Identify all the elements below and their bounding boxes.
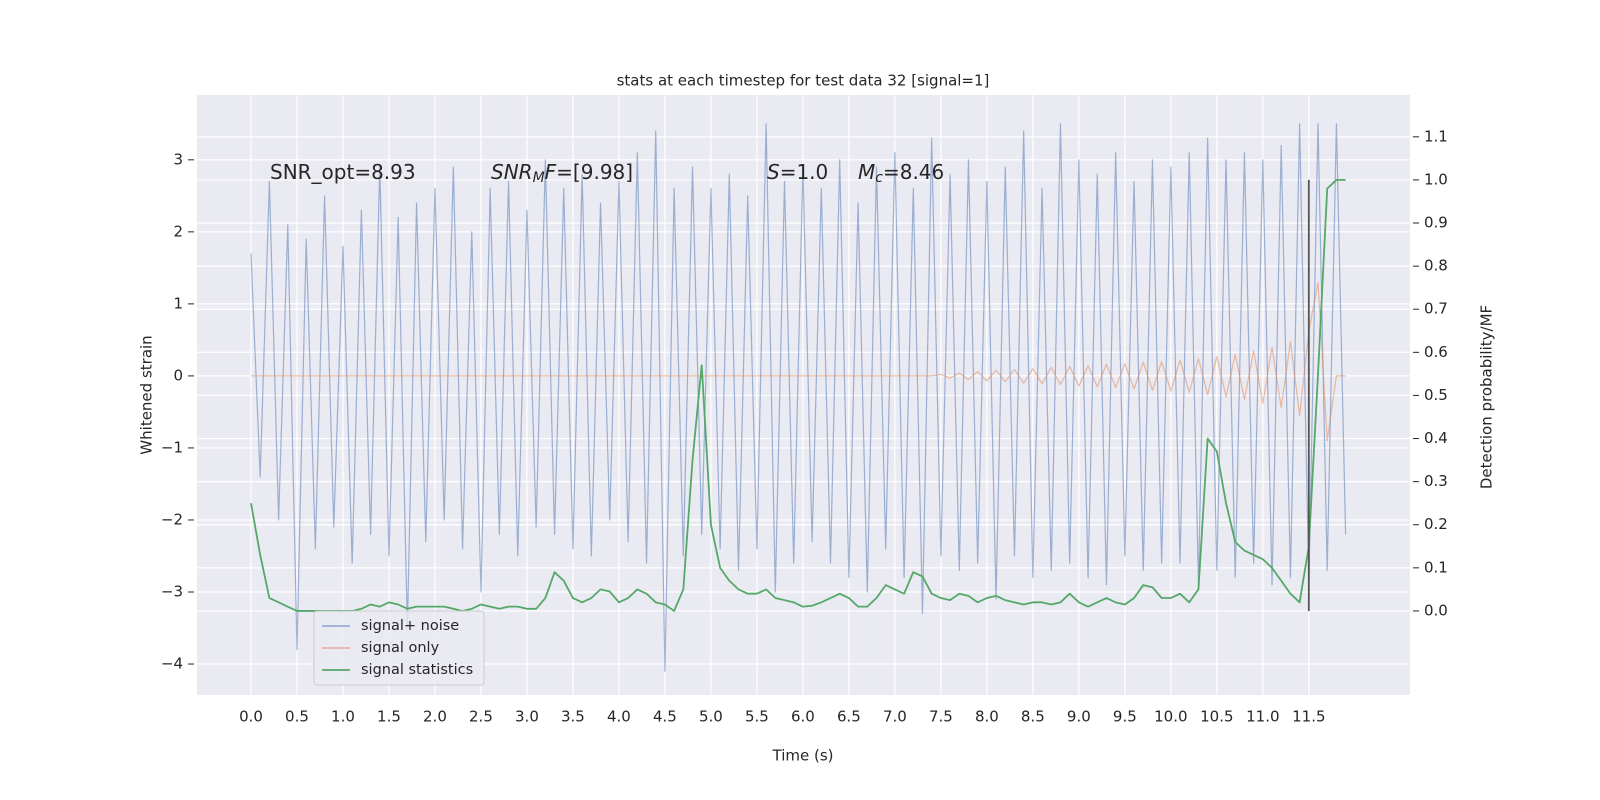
annotation-part: SNR_opt=8.93 — [270, 160, 416, 184]
x-tick-label: 2.5 — [469, 708, 493, 726]
x-tick-label: 5.5 — [745, 708, 769, 726]
y2-tick-label: 0.4 — [1424, 429, 1448, 447]
x-tick-label: 3.0 — [515, 708, 539, 726]
y2-tick-label: 0.1 — [1424, 558, 1448, 576]
x-tick-label: 9.5 — [1113, 708, 1137, 726]
x-tick-label: 4.5 — [653, 708, 677, 726]
annotation-part: c — [875, 170, 883, 186]
y-tick-label: 0 — [173, 366, 183, 384]
legend-label: signal only — [361, 640, 440, 656]
x-tick-label: 7.0 — [883, 708, 907, 726]
x-tick-label: 11.0 — [1246, 708, 1279, 726]
y-tick-label: −2 — [161, 510, 183, 528]
x-tick-label: 6.5 — [837, 708, 861, 726]
x-tick-label: 10.0 — [1154, 708, 1187, 726]
y-axis-label: Whitened strain — [138, 335, 156, 454]
x-tick-label: 3.5 — [561, 708, 585, 726]
y-tick-label: 2 — [173, 222, 183, 240]
x-tick-label: 8.0 — [975, 708, 999, 726]
y-tick-label: −4 — [161, 655, 183, 673]
series-line — [250, 179, 1346, 612]
annotation-part: =8.46 — [883, 160, 944, 184]
annotation-part: =[9.98] — [556, 160, 633, 184]
annotation: S=1.0 — [767, 160, 828, 184]
x-tick-label: 9.0 — [1067, 708, 1091, 726]
x-tick-label: 11.5 — [1292, 708, 1325, 726]
series-line — [250, 123, 1347, 672]
annotation-part: =1.0 — [780, 160, 829, 184]
y2-tick-label: 1.0 — [1424, 170, 1448, 188]
annotation-part: SNR — [491, 160, 533, 184]
x-tick-label: 0.5 — [285, 708, 309, 726]
x-tick-label: 8.5 — [1021, 708, 1045, 726]
legend-box — [313, 610, 485, 686]
y2-tick-label: 0.7 — [1424, 300, 1448, 318]
y2-tick-label: 0.3 — [1424, 472, 1448, 490]
legend-label: signal+ noise — [361, 618, 459, 634]
x-tick-label: 4.0 — [607, 708, 631, 726]
x-tick-label: 1.5 — [377, 708, 401, 726]
annotation: Mc=8.46 — [858, 160, 944, 187]
annotation-part: M — [533, 170, 545, 186]
series-line — [250, 281, 1346, 442]
x-axis-label: Time (s) — [772, 747, 834, 765]
annotation-part: F — [545, 160, 557, 184]
y-tick-label: 3 — [173, 150, 183, 168]
legend-label: signal statistics — [361, 662, 473, 678]
y2-tick-label: 0.6 — [1424, 343, 1448, 361]
y-tick-label: 1 — [173, 294, 183, 312]
x-tick-label: 10.5 — [1200, 708, 1233, 726]
x-tick-label: 7.5 — [929, 708, 953, 726]
x-tick-label: 5.0 — [699, 708, 723, 726]
x-tick-label: 6.0 — [791, 708, 815, 726]
y-tick-label: −3 — [161, 582, 183, 600]
annotation: SNR_opt=8.93 — [270, 160, 416, 184]
y2-tick-label: 0.5 — [1424, 386, 1448, 404]
annotation: SNRMF=[9.98] — [491, 160, 633, 187]
y2-tick-label: 0.9 — [1424, 214, 1448, 232]
axes: 0.0 0.5 1.0 1.5 2.0 2.5 3.0 3.5 4.0 4.5 5.0 5.5 6.0 6… — [161, 127, 1448, 725]
y2-axis-label: Detection probability/MF — [1478, 305, 1496, 489]
x-tick-label: 1.0 — [331, 708, 355, 726]
y2-tick-label: 0.0 — [1424, 601, 1448, 619]
annotation-part: M — [858, 160, 875, 184]
y-tick-label: −1 — [161, 438, 183, 456]
series-layer — [250, 123, 1347, 672]
annotation-part: S — [767, 160, 780, 184]
x-tick-label: 0.0 — [239, 708, 263, 726]
chart-title: stats at each timestep for test data 32 … — [617, 72, 990, 90]
y2-tick-label: 0.8 — [1424, 257, 1448, 275]
x-tick-label: 2.0 — [423, 708, 447, 726]
y2-tick-label: 0.2 — [1424, 515, 1448, 533]
y2-tick-label: 1.1 — [1424, 127, 1448, 145]
